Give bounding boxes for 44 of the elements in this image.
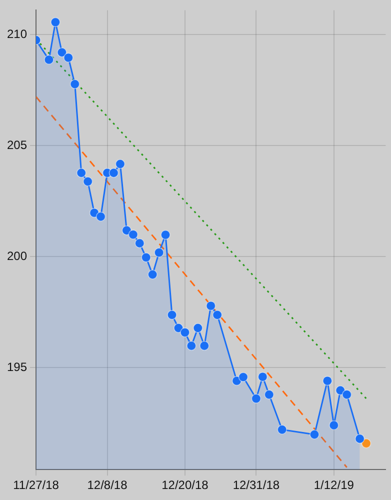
point	[264, 390, 274, 400]
point	[180, 328, 190, 338]
point	[174, 323, 184, 333]
point	[206, 300, 216, 311]
point	[128, 230, 138, 240]
point	[186, 340, 196, 351]
point	[238, 372, 248, 382]
point	[193, 323, 203, 333]
point	[108, 168, 119, 178]
y-tick-label: 195	[6, 360, 28, 374]
x-tick-label: 12/8/18	[87, 478, 128, 492]
point	[82, 176, 93, 186]
y-tick-label: 205	[6, 138, 28, 152]
point	[277, 424, 287, 435]
x-tick-label: 12/31/18	[232, 478, 280, 492]
point	[64, 52, 74, 63]
point	[57, 47, 67, 58]
x-tick-label: 11/27/18	[13, 478, 60, 492]
point	[310, 430, 320, 440]
point	[328, 420, 339, 430]
point	[322, 376, 332, 386]
point	[167, 310, 177, 320]
point	[134, 238, 145, 248]
point	[354, 434, 365, 444]
point	[199, 340, 210, 351]
point	[141, 252, 152, 262]
point	[70, 79, 80, 90]
point	[342, 390, 352, 400]
point	[115, 159, 126, 169]
point	[154, 248, 164, 258]
point	[148, 270, 158, 280]
y-tick-label: 210	[6, 26, 28, 41]
point	[160, 230, 170, 240]
x-tick-label: 12/20/18	[162, 478, 209, 492]
point	[251, 394, 262, 404]
point	[361, 438, 372, 448]
x-tick-label: 1/12/19	[314, 478, 354, 492]
point	[212, 310, 222, 320]
point	[96, 212, 106, 222]
point	[44, 54, 54, 65]
point	[258, 372, 268, 382]
point	[76, 168, 86, 178]
point	[50, 17, 60, 28]
y-tick-label: 200	[6, 248, 28, 263]
